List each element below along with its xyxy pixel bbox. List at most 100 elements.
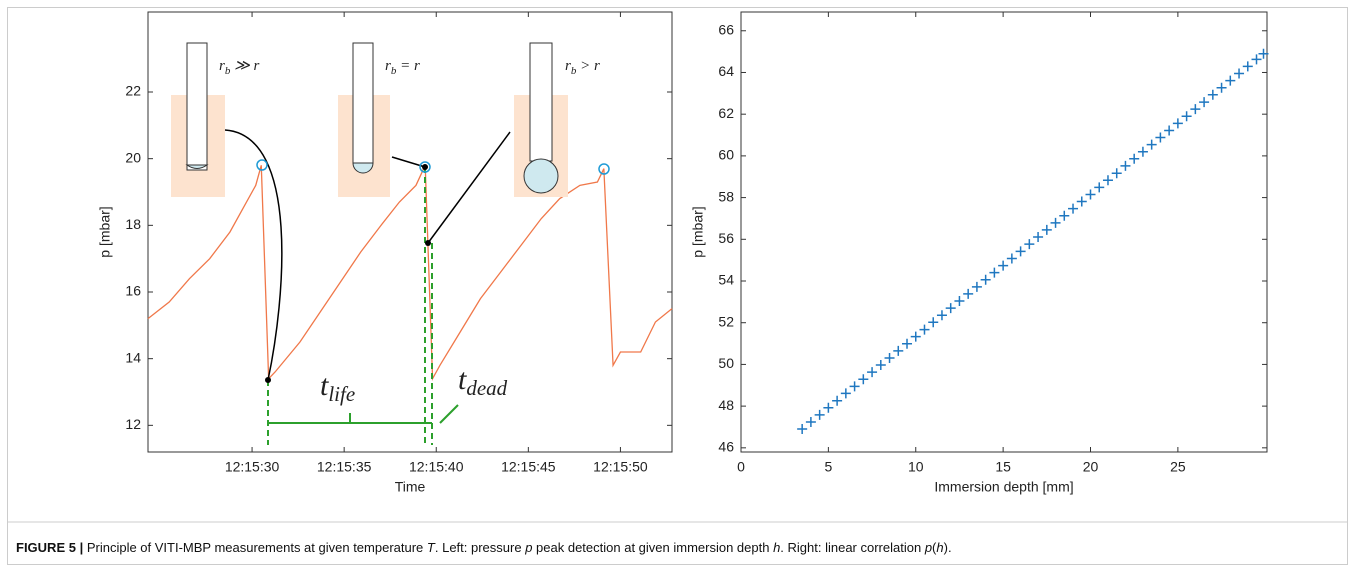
y-tick-label: 56 — [718, 230, 734, 246]
point — [1041, 224, 1052, 235]
x-tick-label: 12:15:40 — [409, 459, 464, 475]
timing-lines — [267, 167, 459, 445]
y-tick-label: 16 — [125, 283, 141, 299]
point — [805, 416, 816, 427]
connector — [224, 129, 283, 381]
x-tick-label: 15 — [995, 459, 1011, 475]
point — [1137, 146, 1148, 157]
annotation: rb ≫ r — [219, 58, 260, 76]
point — [823, 402, 834, 413]
x-axis-label: Time — [395, 479, 426, 495]
x-tick-label: 12:15:45 — [501, 459, 556, 475]
bubble — [523, 158, 559, 194]
y-tick-label: 22 — [125, 83, 141, 99]
point — [832, 395, 843, 406]
point — [1258, 48, 1269, 59]
point — [1015, 246, 1026, 257]
x-tick-label: 25 — [1170, 459, 1186, 475]
x-tick-label: 12:15:50 — [593, 459, 648, 475]
bubble — [352, 162, 374, 174]
data-line — [147, 165, 673, 382]
y-tick-label: 66 — [718, 21, 734, 37]
point — [849, 381, 860, 392]
y-axis-label: p [mbar] — [690, 206, 706, 257]
dot — [425, 240, 431, 246]
point — [1216, 82, 1227, 93]
point — [954, 296, 965, 307]
point — [884, 352, 895, 363]
dot — [265, 377, 271, 383]
point — [1190, 104, 1201, 115]
point — [936, 310, 947, 321]
point — [1120, 160, 1131, 171]
point — [1242, 61, 1253, 72]
point — [1111, 168, 1122, 179]
point — [840, 388, 851, 399]
insets — [171, 42, 610, 445]
point — [1155, 132, 1166, 143]
point — [980, 274, 991, 285]
point — [858, 374, 869, 385]
x-tick-label: 12:15:30 — [225, 459, 280, 475]
x-tick-label: 5 — [824, 459, 832, 475]
point — [1006, 253, 1017, 264]
y-tick-label: 52 — [718, 313, 734, 329]
point — [1102, 175, 1113, 186]
point — [875, 360, 886, 371]
y-tick-label: 20 — [125, 149, 141, 165]
peak-marker — [419, 161, 431, 173]
point — [971, 281, 982, 292]
point — [1033, 232, 1044, 243]
plot-area — [147, 11, 673, 453]
y-tick-label: 64 — [718, 63, 734, 79]
annotation: rb = r — [385, 58, 420, 76]
point — [1050, 217, 1061, 228]
point — [1172, 118, 1183, 129]
y-axis-label: p [mbar] — [97, 206, 113, 257]
annotation: rb > r — [565, 58, 600, 76]
bubble — [185, 164, 209, 169]
point — [893, 345, 904, 356]
figure-frame — [7, 7, 1348, 565]
y-tick-label: 48 — [718, 397, 734, 413]
caption: FIGURE 5 | Principle of VITI-MBP measure… — [16, 540, 952, 555]
x-tick-label: 12:15:35 — [317, 459, 372, 475]
y-tick-label: 54 — [718, 272, 734, 288]
point — [1129, 153, 1140, 164]
capillary — [529, 42, 553, 162]
y-tick-label: 46 — [718, 439, 734, 455]
y-tick-label: 18 — [125, 216, 141, 232]
point — [1207, 89, 1218, 100]
point — [1085, 189, 1096, 200]
point — [910, 331, 921, 342]
annotation: tlife — [320, 369, 355, 406]
point — [1251, 54, 1262, 65]
capillary — [352, 42, 374, 164]
point — [998, 260, 1009, 271]
x-tick-label: 0 — [737, 459, 745, 475]
x-tick-label: 10 — [908, 459, 924, 475]
y-tick-label: 60 — [718, 147, 734, 163]
point — [1059, 210, 1070, 221]
point — [1094, 182, 1105, 193]
point — [945, 303, 956, 314]
dot — [422, 164, 428, 170]
point — [963, 288, 974, 299]
point — [867, 367, 878, 378]
annotation: tdead — [458, 363, 508, 400]
point — [989, 267, 1000, 278]
capillary — [186, 42, 208, 171]
x-tick-label: 20 — [1083, 459, 1099, 475]
point — [902, 338, 913, 349]
x-axis-label: Immersion depth [mm] — [934, 479, 1073, 495]
point — [1225, 75, 1236, 86]
tick — [439, 404, 459, 424]
point — [1024, 239, 1035, 250]
connector — [427, 131, 511, 244]
point — [1234, 68, 1245, 79]
y-tick-label: 14 — [125, 349, 141, 365]
plot-area — [740, 11, 1268, 453]
peak-marker — [256, 159, 268, 171]
point — [1146, 139, 1157, 150]
point — [814, 409, 825, 420]
